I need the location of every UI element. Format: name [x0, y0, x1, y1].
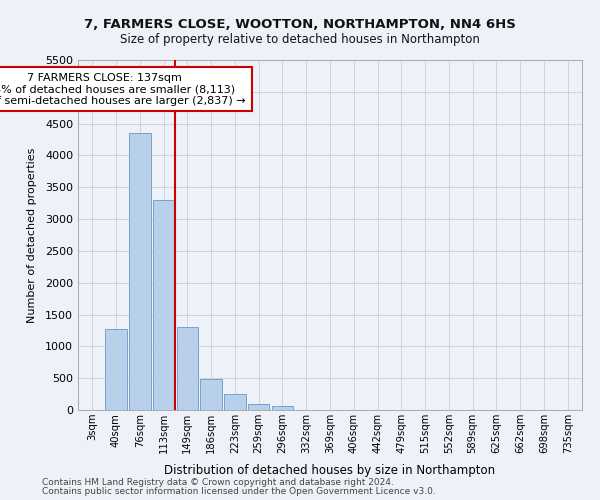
Text: 7 FARMERS CLOSE: 137sqm
← 74% of detached houses are smaller (8,113)
26% of semi: 7 FARMERS CLOSE: 137sqm ← 74% of detache… [0, 72, 246, 106]
Text: 7, FARMERS CLOSE, WOOTTON, NORTHAMPTON, NN4 6HS: 7, FARMERS CLOSE, WOOTTON, NORTHAMPTON, … [84, 18, 516, 30]
X-axis label: Distribution of detached houses by size in Northampton: Distribution of detached houses by size … [164, 464, 496, 477]
Text: Contains public sector information licensed under the Open Government Licence v3: Contains public sector information licen… [42, 487, 436, 496]
Text: Contains HM Land Registry data © Crown copyright and database right 2024.: Contains HM Land Registry data © Crown c… [42, 478, 394, 487]
Bar [248, 404, 269, 410]
Bar [272, 406, 293, 410]
Bar [153, 200, 174, 410]
Bar [200, 380, 222, 410]
Y-axis label: Number of detached properties: Number of detached properties [26, 148, 37, 322]
Bar [224, 394, 245, 410]
Text: Size of property relative to detached houses in Northampton: Size of property relative to detached ho… [120, 32, 480, 46]
Bar [106, 329, 127, 410]
Bar [129, 133, 151, 410]
Bar [176, 328, 198, 410]
